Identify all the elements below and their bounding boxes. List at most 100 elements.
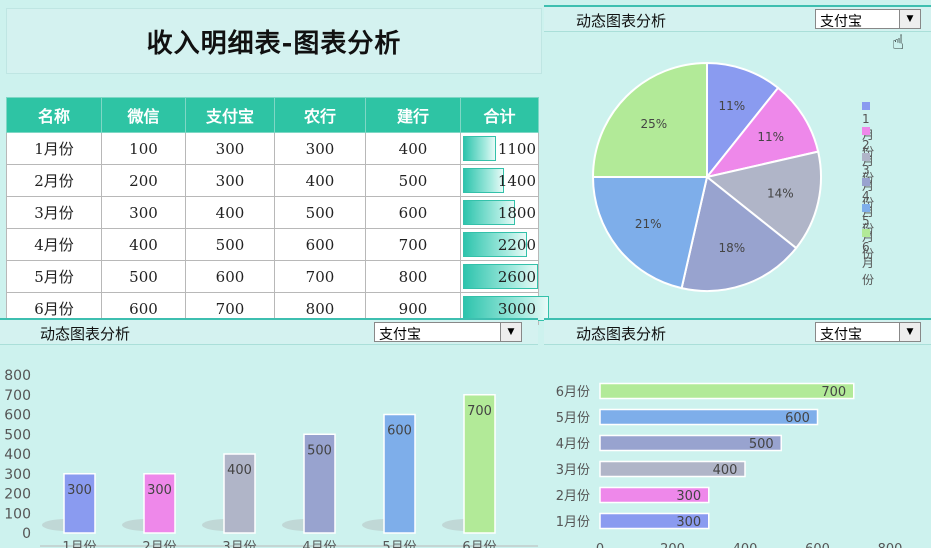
y-tick-label: 200 [4, 487, 31, 503]
legend-swatch [862, 102, 870, 110]
total-value: 1100 [498, 140, 536, 158]
bar-value-label: 700 [821, 385, 846, 400]
month-cell: 2月份 [7, 165, 102, 197]
amount-cell: 500 [186, 229, 275, 261]
total-value: 1400 [498, 172, 536, 190]
pie-slice-label: 18% [719, 241, 746, 255]
x-tick-label: 5月份 [382, 540, 416, 548]
table-row: 4月份 400 500 600 700 2200 [7, 229, 539, 261]
amount-cell: 400 [102, 229, 186, 261]
y-tick-label: 3月份 [556, 463, 590, 478]
pie-slice-label: 11% [719, 99, 746, 113]
legend-swatch [862, 178, 870, 186]
column-header: 名称 [7, 98, 102, 133]
chevron-down-icon[interactable]: ▼ [500, 323, 521, 341]
legend-swatch [862, 229, 870, 237]
total-cell: 1800 [461, 197, 539, 229]
legend-label: 6月份 [862, 240, 874, 287]
y-tick-label: 400 [4, 447, 31, 463]
y-tick-label: 2月份 [556, 489, 590, 504]
amount-cell: 700 [275, 261, 366, 293]
pie-slice-label: 11% [757, 130, 784, 144]
x-tick-label: 600 [805, 542, 830, 548]
amount-cell: 500 [366, 165, 461, 197]
income-table: 名称 微信 支付宝 农行 建行 合计 1月份 100 300 300 400 1100 2月… [6, 97, 539, 325]
amount-cell: 300 [186, 165, 275, 197]
column-value-label: 400 [227, 463, 252, 478]
x-tick-label: 6月份 [462, 540, 496, 548]
bar-select-value: 支付宝 [820, 324, 862, 344]
amount-cell: 500 [275, 197, 366, 229]
y-tick-label: 600 [4, 408, 31, 424]
bar-value-label: 300 [676, 515, 701, 530]
column-header: 建行 [366, 98, 461, 133]
column-header: 合计 [461, 98, 539, 133]
data-bar [463, 136, 496, 161]
x-tick-label: 800 [878, 542, 903, 548]
y-tick-label: 0 [22, 526, 31, 542]
legend-item: 6月份 [862, 226, 876, 288]
column-value-label: 500 [307, 443, 332, 458]
amount-cell: 300 [102, 197, 186, 229]
amount-cell: 100 [102, 133, 186, 165]
x-tick-label: 200 [660, 542, 685, 548]
y-tick-label: 800 [4, 368, 31, 384]
column-value-label: 600 [387, 424, 412, 439]
total-value: 1800 [498, 204, 536, 222]
y-tick-label: 700 [4, 388, 31, 404]
column-header: 农行 [275, 98, 366, 133]
amount-cell: 200 [102, 165, 186, 197]
amount-cell: 400 [275, 165, 366, 197]
bar-panel-header: 动态图表分析 支付宝 ▼ [544, 318, 931, 345]
column-panel-header: 动态图表分析 支付宝 ▼ [0, 318, 538, 345]
y-tick-label: 500 [4, 427, 31, 443]
bar-source-select[interactable]: 支付宝 ▼ [815, 322, 921, 342]
horizontal-bar [600, 384, 854, 399]
legend-swatch [862, 127, 870, 135]
table-header-row: 名称 微信 支付宝 农行 建行 合计 [7, 98, 539, 133]
column-value-label: 700 [467, 404, 492, 419]
y-tick-label: 300 [4, 467, 31, 483]
x-tick-label: 1月份 [62, 540, 96, 548]
month-cell: 5月份 [7, 261, 102, 293]
amount-cell: 700 [366, 229, 461, 261]
amount-cell: 400 [186, 197, 275, 229]
amount-cell: 300 [186, 133, 275, 165]
total-value: 2200 [498, 236, 536, 254]
pie-slice-label: 14% [767, 187, 794, 201]
pie-slice-label: 25% [640, 117, 667, 131]
pie-source-select[interactable]: 支付宝 ▼ [815, 9, 921, 29]
x-tick-label: 4月份 [302, 540, 336, 548]
legend-swatch [862, 153, 870, 161]
column-panel-title: 动态图表分析 [40, 323, 130, 344]
month-cell: 1月份 [7, 133, 102, 165]
table-row: 5月份 500 600 700 800 2600 [7, 261, 539, 293]
x-tick-label: 400 [733, 542, 758, 548]
column-header: 微信 [102, 98, 186, 133]
horizontal-bar-chart: 1月份 300 2月份 300 3月份 400 4月份 500 5月份 600 6月份 700 0 200… [544, 345, 931, 548]
y-tick-label: 1月份 [556, 515, 590, 530]
amount-cell: 500 [102, 261, 186, 293]
total-value: 3000 [498, 300, 536, 318]
chevron-down-icon[interactable]: ▼ [899, 10, 920, 28]
month-cell: 4月份 [7, 229, 102, 261]
title-banner: 收入明细表-图表分析 [6, 8, 542, 74]
bar-value-label: 300 [676, 489, 701, 504]
y-tick-label: 6月份 [556, 385, 590, 400]
y-tick-label: 100 [4, 506, 31, 522]
x-tick-label: 0 [596, 542, 604, 548]
amount-cell: 400 [366, 133, 461, 165]
pie-select-value: 支付宝 [820, 11, 862, 31]
x-tick-label: 3月份 [222, 540, 256, 548]
total-cell: 2600 [461, 261, 539, 293]
y-tick-label: 5月份 [556, 411, 590, 426]
amount-cell: 300 [275, 133, 366, 165]
column-select-value: 支付宝 [379, 324, 421, 344]
column-header: 支付宝 [186, 98, 275, 133]
total-cell: 2200 [461, 229, 539, 261]
amount-cell: 800 [366, 261, 461, 293]
amount-cell: 600 [366, 197, 461, 229]
chevron-down-icon[interactable]: ▼ [899, 323, 920, 341]
column-source-select[interactable]: 支付宝 ▼ [374, 322, 522, 342]
table-row: 1月份 100 300 300 400 1100 [7, 133, 539, 165]
